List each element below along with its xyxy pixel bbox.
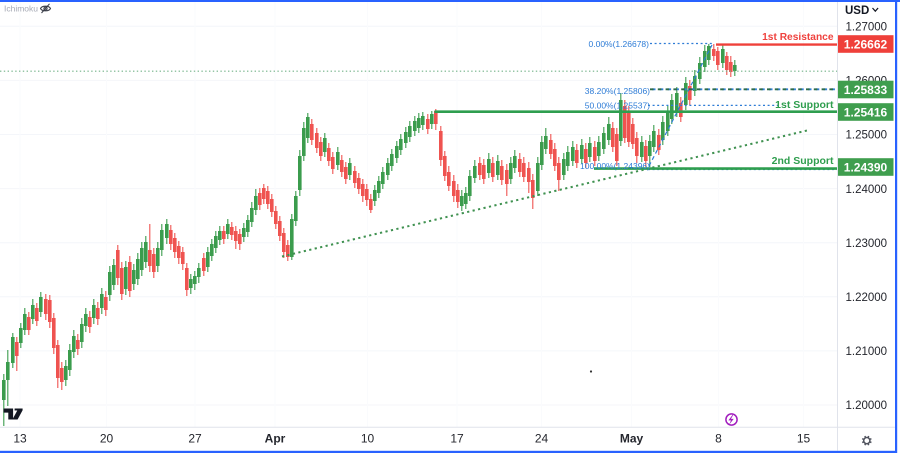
svg-text:2nd Support: 2nd Support <box>772 155 834 167</box>
svg-text:1.25000: 1.25000 <box>846 130 888 142</box>
svg-text:15: 15 <box>797 432 811 446</box>
svg-text:1st Support: 1st Support <box>775 99 834 111</box>
svg-text:13: 13 <box>13 432 27 446</box>
svg-text:1.22000: 1.22000 <box>846 292 888 304</box>
svg-text:0.00%(1.26678): 0.00%(1.26678) <box>589 39 650 49</box>
svg-text:10: 10 <box>361 432 375 446</box>
svg-text:1.21000: 1.21000 <box>846 346 888 358</box>
svg-text:17: 17 <box>450 432 464 446</box>
svg-text:1.27000: 1.27000 <box>846 22 888 34</box>
svg-text:20: 20 <box>100 432 114 446</box>
svg-text:1.24390: 1.24390 <box>844 160 888 174</box>
svg-text:1.25833: 1.25833 <box>844 83 888 97</box>
svg-text:1.24000: 1.24000 <box>846 184 888 196</box>
svg-text:Apr: Apr <box>265 432 286 446</box>
svg-text:1.20000: 1.20000 <box>846 400 888 412</box>
svg-text:May: May <box>620 432 644 446</box>
svg-text:50.00%(1.25537): 50.00%(1.25537) <box>585 101 650 111</box>
svg-text:USD: USD <box>845 5 869 17</box>
svg-text:1.25416: 1.25416 <box>844 105 888 119</box>
svg-text:38.20%(1.25806): 38.20%(1.25806) <box>585 86 650 96</box>
svg-text:27: 27 <box>188 432 202 446</box>
svg-text:1.26662: 1.26662 <box>844 37 888 51</box>
svg-text:Ichimoku: Ichimoku <box>4 4 38 14</box>
svg-text:1st Resistance: 1st Resistance <box>762 32 834 43</box>
svg-text:1.23000: 1.23000 <box>846 238 888 250</box>
svg-text:24: 24 <box>535 432 549 446</box>
svg-text:100.00%(1.24396): 100.00%(1.24396) <box>580 161 650 171</box>
svg-text:8: 8 <box>715 432 722 446</box>
